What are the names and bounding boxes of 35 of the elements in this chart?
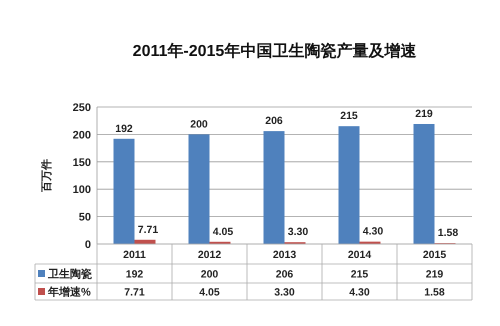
y-tick-label: 50 — [78, 212, 91, 224]
data-label: 4.30 — [349, 286, 370, 298]
x-tick-label: 2012 — [198, 249, 222, 261]
text: 4.30 — [362, 226, 384, 238]
data-label: 200 — [200, 268, 218, 280]
text: 1.58 — [438, 227, 458, 240]
text: 192 — [115, 122, 133, 135]
legend-label: 年增速% — [47, 286, 91, 298]
y-tick-label: 250 — [72, 102, 91, 114]
x-tick-label: 2013 — [272, 249, 296, 261]
data-label: 192 — [126, 268, 144, 280]
text: 219 — [415, 108, 433, 120]
data-label: 1.58 — [424, 286, 445, 298]
legend-label: 卫生陶瓷 — [47, 268, 92, 280]
text: 206 — [265, 115, 283, 128]
x-tick-label: 2014 — [348, 249, 372, 261]
data-label: 206 — [276, 268, 294, 280]
y-tick-label: 0 — [84, 239, 91, 251]
y-tick-label: 150 — [72, 156, 91, 169]
data-label: 7.71 — [124, 286, 145, 298]
y-tick-label: 100 — [72, 184, 91, 196]
text: 215 — [340, 110, 358, 122]
x-tick-label: 2011 — [123, 249, 146, 261]
y-tick-label: 200 — [72, 129, 91, 142]
chart-title: 2011年-2015年中国卫生陶瓷产量及增速 — [132, 42, 418, 60]
x-tick-label: 2015 — [422, 249, 446, 261]
text: 7.71 — [138, 224, 158, 236]
text: 3.30 — [288, 226, 308, 238]
text: 4.05 — [212, 226, 234, 238]
data-label: 3.30 — [274, 286, 295, 298]
data-label: 215 — [350, 268, 368, 280]
text: 200 — [190, 118, 208, 130]
y-axis-title: 百万件 — [40, 159, 53, 193]
data-label: 219 — [426, 268, 444, 280]
data-label: 4.05 — [199, 286, 220, 298]
